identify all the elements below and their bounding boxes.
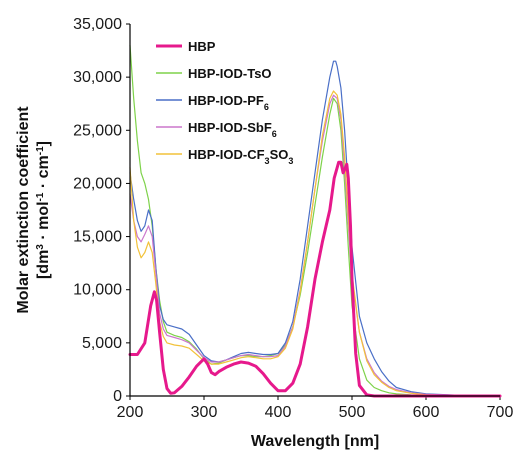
- legend-label-part: HBP-IOD-PF: [188, 93, 264, 108]
- legend-label: HBP-IOD-SbF6: [188, 120, 277, 139]
- legend-label: HBP-IOD-PF6: [188, 93, 269, 112]
- x-axis-title: Wavelength [nm]: [251, 433, 379, 450]
- series-line-hbp-iod-tso: [129, 44, 501, 397]
- y-tick-label: 25,000: [73, 122, 122, 139]
- y-axis-title-part: ]: [35, 141, 52, 146]
- chart-legend: HBPHBP-IOD-TsOHBP-IOD-PF6HBP-IOD-SbF6HBP…: [156, 39, 293, 166]
- y-tick-label: 10,000: [73, 282, 122, 299]
- y-axis-title-line2: [dm3 · mol-1 · cm-1]: [35, 141, 53, 279]
- legend-label: HBP-IOD-CF3SO3: [188, 147, 293, 166]
- legend-label-part: HBP-IOD-SbF: [188, 120, 272, 135]
- x-tick-label: 600: [413, 404, 440, 421]
- y-axis-title-part: · cm: [35, 155, 52, 192]
- legend-label-part: SO: [270, 147, 289, 162]
- y-tick-label: 15,000: [73, 229, 122, 246]
- plot-area: [128, 44, 502, 398]
- series-line-hbp-iod-pf6: [129, 60, 501, 397]
- y-axis-title-part: · mol: [35, 201, 52, 244]
- y-axis-title-line1: Molar extinction coefficient: [15, 106, 32, 314]
- y-axis-title-part: -1: [35, 192, 46, 201]
- y-axis-title-part: -1: [35, 146, 46, 155]
- legend-label-part: HBP-IOD-TsO: [188, 66, 272, 81]
- y-axis-title-part: 3: [35, 244, 46, 250]
- legend-label: HBP: [188, 39, 216, 54]
- x-axis-ticks: 200 300 400 500 600 700: [117, 396, 514, 421]
- x-tick-label: 200: [117, 404, 144, 421]
- x-tick-label: 300: [191, 404, 218, 421]
- y-tick-label: 20,000: [73, 175, 122, 192]
- series-line-hbp-iod-sbf6: [129, 94, 501, 397]
- x-tick-label: 700: [487, 404, 514, 421]
- legend-label: HBP-IOD-TsO: [188, 66, 272, 81]
- y-tick-label: 30,000: [73, 69, 122, 86]
- legend-label-part: 3: [265, 156, 270, 166]
- legend-label-part: 6: [264, 102, 269, 112]
- y-axis-title-part: [dm: [35, 250, 52, 279]
- y-tick-label: 35,000: [73, 16, 122, 33]
- legend-label-part: 3: [288, 156, 293, 166]
- legend-label-part: 6: [272, 129, 277, 139]
- y-tick-label: 5,000: [82, 335, 122, 352]
- y-tick-label: 0: [113, 388, 122, 405]
- x-tick-label: 400: [265, 404, 292, 421]
- legend-label-part: HBP-IOD-CF: [188, 147, 265, 162]
- series-line-hbp: [128, 160, 502, 398]
- x-tick-label: 500: [339, 404, 366, 421]
- series-line-hbp-iod-cf3so3: [129, 90, 501, 397]
- y-axis-ticks: 0 5,000 10,000 15,000 20,000 25,000 30,000 35,0…: [73, 16, 130, 405]
- legend-label-part: HBP: [188, 39, 216, 54]
